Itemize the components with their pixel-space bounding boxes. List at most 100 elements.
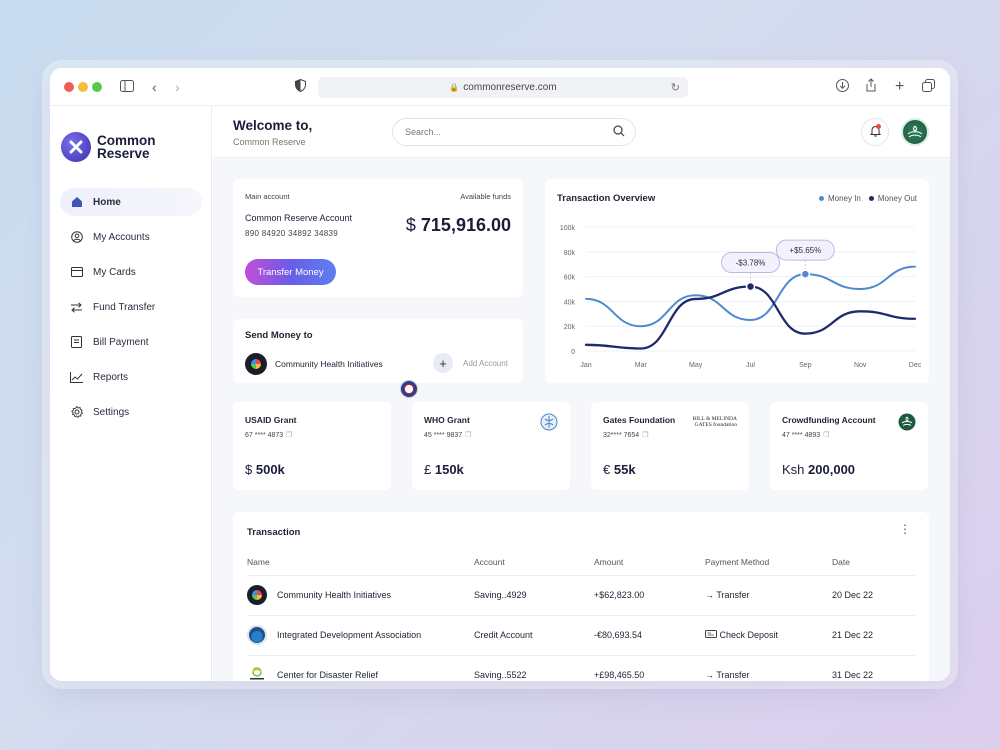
annotation-point: [745, 281, 756, 292]
add-account-button[interactable]: + Add Account: [433, 353, 508, 373]
row-name: Community Health Initiatives: [277, 590, 392, 600]
column-header-name[interactable]: Name: [247, 550, 474, 576]
welcome-title: Welcome to,: [233, 118, 313, 133]
who-logo-icon: [540, 413, 558, 436]
grant-card-who[interactable]: WHO Grant 45 **** 9837 ❐ £ 150k: [412, 402, 570, 490]
account-number: 890 84920 34892 34839: [245, 229, 339, 238]
share-icon[interactable]: [865, 78, 877, 96]
copy-icon[interactable]: ❐: [465, 432, 472, 439]
sidebar-item-bill-payment[interactable]: Bill Payment: [60, 328, 202, 356]
sidebar-item-label: My Accounts: [93, 231, 150, 243]
brand-mark-icon: [61, 132, 91, 162]
sidebar-item-home[interactable]: Home: [60, 188, 202, 216]
column-header-amount[interactable]: Amount: [594, 550, 705, 576]
sidebar-item-settings[interactable]: Settings: [60, 398, 202, 426]
table-row[interactable]: Center for Disaster Relief Saving..5522 …: [247, 655, 915, 681]
user-circle-icon: [70, 231, 83, 244]
lock-icon: 🔒: [449, 83, 460, 92]
sidebar-item-label: Reports: [93, 371, 129, 383]
transactions-table: Name Account Amount Payment Method Date …: [247, 550, 915, 681]
legend-money-out[interactable]: Money Out: [868, 194, 917, 203]
sidebar-nav: Home My Accounts My Cards Fund Transfer: [60, 188, 202, 433]
tabs-overview-icon[interactable]: [922, 78, 935, 96]
sidebar-item-fund-transfer[interactable]: Fund Transfer: [60, 293, 202, 321]
grant-card-gates[interactable]: Gates Foundation 32**** 7654 ❐ € 55k BILL…: [591, 402, 749, 490]
main-content: Welcome to, Common Reserve Search... Mai…: [213, 106, 950, 681]
minimize-window-button[interactable]: [78, 82, 88, 92]
column-header-payment-method[interactable]: Payment Method: [705, 550, 832, 576]
send-money-card: Send Money to Community Health Initiativ…: [233, 319, 523, 383]
search-input[interactable]: Search...: [392, 118, 636, 146]
shield-icon[interactable]: [295, 78, 306, 96]
close-window-button[interactable]: [64, 82, 74, 92]
back-icon[interactable]: ‹: [152, 79, 157, 95]
bell-icon: [869, 125, 881, 140]
grant-card-crowdfunding[interactable]: Crowdfunding Account 47 **** 4893 ❐ Ksh 2…: [770, 402, 928, 490]
maximize-window-button[interactable]: [92, 82, 102, 92]
main-account-label: Main account: [245, 192, 290, 201]
y-tick-label: 80k: [564, 250, 576, 257]
plus-icon: +: [433, 353, 453, 373]
grant-amount: £ 150k: [424, 462, 464, 477]
grant-amount: Ksh 200,000: [782, 462, 855, 477]
annotation-bubble: [775, 239, 835, 261]
column-header-account[interactable]: Account: [474, 550, 594, 576]
grant-value: 150k: [434, 462, 464, 477]
table-row[interactable]: Community Health Initiatives Saving..492…: [247, 575, 915, 616]
row-name: Integrated Development Association: [277, 630, 422, 640]
search-icon[interactable]: [613, 125, 625, 140]
brand-name-line1: Common: [97, 133, 156, 148]
notification-button[interactable]: [861, 118, 889, 146]
transactions-title: Transaction: [247, 527, 301, 538]
recipient-item[interactable]: Community Health Initiatives: [245, 353, 383, 375]
grant-number-text: 47 **** 4893: [782, 432, 821, 439]
x-tick-label: Jul: [746, 362, 755, 369]
sidebar-item-reports[interactable]: Reports: [60, 363, 202, 391]
y-tick-label: 100k: [560, 225, 576, 232]
table-row[interactable]: Integrated Development Association Credi…: [247, 615, 915, 656]
more-options-icon[interactable]: ⋮: [899, 522, 911, 536]
forward-icon[interactable]: ›: [175, 79, 180, 95]
url-bar[interactable]: 🔒 commonreserve.com ↻: [318, 77, 688, 98]
column-header-date[interactable]: Date: [832, 550, 915, 576]
transaction-line-chart[interactable]: 0 20k 40k 60k 80k 100k Jan Mar May Jul Sep Nov Dec -$…: [545, 179, 929, 383]
row-date: 20 Dec 22: [832, 575, 915, 616]
crowdfunding-logo-icon: [898, 413, 916, 436]
reload-icon[interactable]: ↻: [670, 82, 680, 94]
series-line-money-out: [584, 285, 917, 350]
copy-icon[interactable]: ❐: [286, 432, 293, 439]
grant-card-usaid[interactable]: USAID Grant 67 **** 4873 ❐ $ 500k: [233, 402, 391, 490]
available-funds-amount: $ 715,916.00: [406, 215, 511, 236]
row-method-text: Transfer: [716, 670, 750, 680]
series-line-money-in: [585, 265, 916, 328]
avatar[interactable]: [901, 118, 929, 146]
x-tick-label: May: [689, 362, 703, 369]
grant-number: 67 **** 4873 ❐: [245, 431, 292, 439]
browser-window: ‹ › 🔒 commonreserve.com ↻ + Common Re: [50, 68, 950, 681]
grant-name: Crowdfunding Account: [782, 415, 876, 425]
sidebar-item-my-accounts[interactable]: My Accounts: [60, 223, 202, 251]
grant-amount: $ 500k: [245, 462, 285, 477]
usaid-seal-icon: [400, 380, 418, 398]
copy-icon[interactable]: ❐: [642, 432, 649, 439]
x-tick-label: Sep: [799, 362, 812, 369]
available-funds-label: Available funds: [460, 192, 511, 201]
account-name: Common Reserve Account: [245, 213, 353, 223]
sidebar-toggle-icon[interactable]: [120, 78, 134, 96]
transfer-money-button[interactable]: Transfer Money: [245, 259, 336, 285]
send-money-title: Send Money to: [245, 330, 313, 341]
row-method-text: Transfer: [716, 590, 750, 600]
grant-number-text: 32**** 7654: [603, 432, 640, 439]
add-account-label: Add Account: [463, 358, 508, 368]
recipient-name: Community Health Initiatives: [275, 359, 383, 369]
grant-number: 47 **** 4893 ❐: [782, 431, 829, 439]
brand-logo[interactable]: Common Reserve: [61, 132, 156, 162]
legend-money-in[interactable]: Money In: [818, 194, 861, 203]
copy-icon[interactable]: ❐: [823, 432, 830, 439]
annotation-bubble: [721, 252, 780, 274]
download-icon[interactable]: [836, 78, 849, 96]
sidebar-item-my-cards[interactable]: My Cards: [60, 258, 202, 286]
grant-number-text: 67 **** 4873: [245, 432, 284, 439]
new-tab-icon[interactable]: +: [895, 78, 905, 95]
row-method: → Transfer: [705, 655, 832, 681]
